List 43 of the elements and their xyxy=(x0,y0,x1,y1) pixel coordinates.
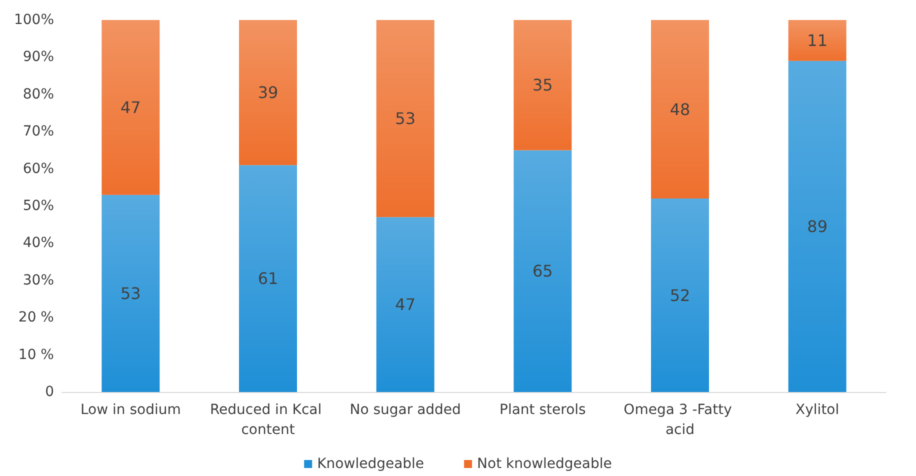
bar xyxy=(788,60,846,392)
data-label: 47 xyxy=(120,98,141,117)
data-label: 11 xyxy=(807,30,828,50)
y-tick-label: 80% xyxy=(22,86,54,102)
data-label: 52 xyxy=(670,286,690,305)
y-tick-label: 0 xyxy=(45,384,54,400)
data-label: 47 xyxy=(395,295,416,314)
y-tick-label: 30% xyxy=(22,272,54,288)
data-label: 53 xyxy=(120,284,141,303)
x-tick-label: Plant sterols xyxy=(500,402,586,418)
data-label: 35 xyxy=(532,76,553,95)
y-tick-label: 10 % xyxy=(18,346,54,363)
data-label: 39 xyxy=(258,83,278,102)
bar xyxy=(376,20,434,218)
y-tick-label: 20 % xyxy=(18,310,54,326)
data-label: 89 xyxy=(807,216,828,236)
x-tick-label: Xylitol xyxy=(796,402,840,418)
y-tick-label: 40% xyxy=(22,235,54,252)
bar xyxy=(102,194,160,392)
bar xyxy=(239,165,297,392)
bar xyxy=(651,198,709,392)
x-tick-label: Low in sodium xyxy=(80,402,181,418)
legend-label: Not knowledgeable xyxy=(477,456,612,472)
x-tick-label: Omega 3 -Fatty acid xyxy=(624,402,736,438)
y-tick-label: 70% xyxy=(22,124,54,140)
bar xyxy=(376,217,434,392)
x-tick-label: No sugar added xyxy=(350,402,461,418)
bar xyxy=(514,20,572,150)
bar xyxy=(514,150,572,392)
data-label: 53 xyxy=(395,109,416,128)
bar xyxy=(102,20,160,195)
y-tick-label: 90% xyxy=(22,49,54,66)
y-tick-label: 60% xyxy=(22,160,54,177)
bar xyxy=(651,20,709,199)
y-tick-label: 100% xyxy=(14,12,54,28)
legend-label: Knowledgeable xyxy=(317,456,424,472)
y-tick-label: 50% xyxy=(22,198,54,214)
data-label: 61 xyxy=(258,269,278,288)
data-label: 48 xyxy=(670,100,690,119)
bar xyxy=(239,20,297,166)
bar xyxy=(788,20,846,61)
data-label: 65 xyxy=(532,262,553,281)
x-tick-label: Reduced in Kcal content xyxy=(210,402,326,438)
